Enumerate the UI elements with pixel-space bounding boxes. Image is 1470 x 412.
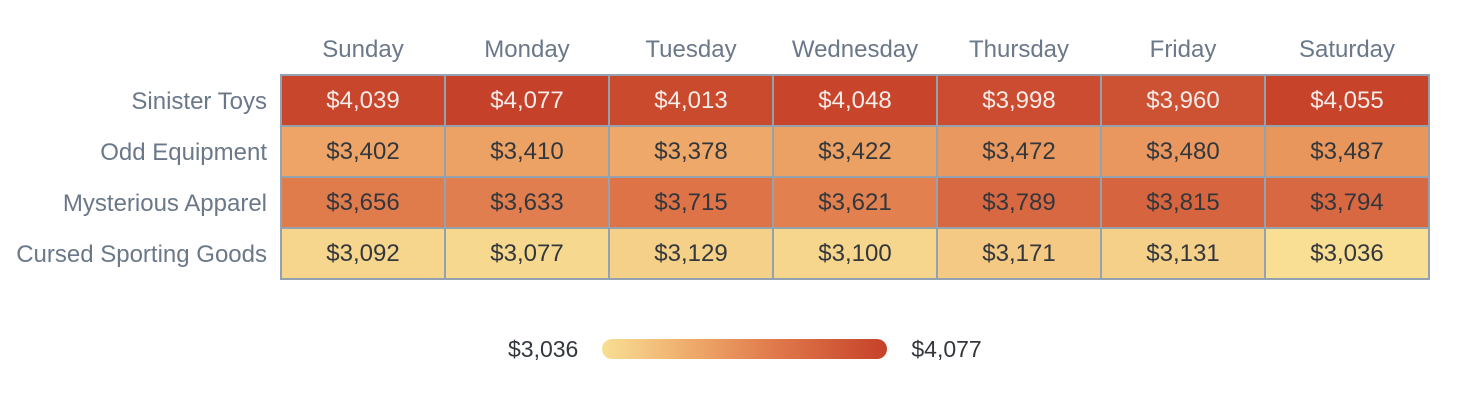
heatmap-cell: $4,039 — [280, 74, 446, 127]
heatmap-cell: $3,621 — [772, 176, 938, 229]
heatmap-table: $4,039 $4,077 $4,013 $4,048 $3,998 $3,960 $4,0… — [280, 74, 1430, 280]
legend-min-label: $3,036 — [508, 335, 579, 362]
heatmap-row: $3,656 $3,633 $3,715 $3,621 $3,789 $3,815 $3,7… — [280, 176, 1430, 229]
column-header: Thursday — [968, 36, 1070, 63]
heatmap-cell: $3,402 — [280, 125, 446, 178]
heatmap-cell: $4,048 — [772, 74, 938, 127]
heatmap-row: $4,039 $4,077 $4,013 $4,048 $3,998 $3,960 $4,0… — [280, 74, 1430, 127]
heatmap-cell: $3,100 — [772, 227, 938, 280]
heatmap-cell: $3,487 — [1264, 125, 1430, 178]
heatmap-cell: $3,131 — [1100, 227, 1266, 280]
heatmap-cell: $3,036 — [1264, 227, 1430, 280]
column-header: Tuesday — [645, 36, 737, 63]
row-label: Sinister Toys — [131, 87, 267, 115]
color-scale-legend: $3,036 $4,077 — [508, 334, 982, 364]
heatmap-cell: $3,129 — [608, 227, 774, 280]
column-headers: Sunday Monday Tuesday Wednesday Thursday Frid… — [281, 0, 1429, 75]
legend-max-label: $4,077 — [911, 335, 982, 362]
column-header: Monday — [484, 36, 570, 63]
heatmap-cell: $3,960 — [1100, 74, 1266, 127]
heatmap-cell: $3,789 — [936, 176, 1102, 229]
heatmap-row: $3,402 $3,410 $3,378 $3,422 $3,472 $3,480 $3,4… — [280, 125, 1430, 178]
legend-gradient-bar — [602, 339, 888, 359]
heatmap-cell: $3,656 — [280, 176, 446, 229]
column-header: Friday — [1149, 36, 1217, 63]
heatmap-cell: $3,815 — [1100, 176, 1266, 229]
heatmap-cell: $3,378 — [608, 125, 774, 178]
heatmap-cell: $3,092 — [280, 227, 446, 280]
heatmap-cell: $4,077 — [444, 74, 610, 127]
row-label: Odd Equipment — [100, 138, 267, 166]
heatmap-cell: $3,633 — [444, 176, 610, 229]
heatmap-cell: $3,410 — [444, 125, 610, 178]
heatmap-cell: $3,480 — [1100, 125, 1266, 178]
heatmap-cell: $3,998 — [936, 74, 1102, 127]
heatmap-cell: $4,055 — [1264, 74, 1430, 127]
row-labels: Sinister Toys Odd Equipment Mysterious App… — [0, 76, 267, 280]
heatmap-cell: $3,794 — [1264, 176, 1430, 229]
column-header: Saturday — [1298, 36, 1396, 63]
heatmap-row: $3,092 $3,077 $3,129 $3,100 $3,171 $3,131 $3,0… — [280, 227, 1430, 280]
column-header: Wednesday — [791, 36, 919, 63]
heatmap-cell: $3,472 — [936, 125, 1102, 178]
row-label: Mysterious Apparel — [62, 189, 267, 217]
heatmap-cell: $3,422 — [772, 125, 938, 178]
heatmap-body: $4,039 $4,077 $4,013 $4,048 $3,998 $3,960 $4,0… — [280, 74, 1430, 280]
heatmap-cell: $3,715 — [608, 176, 774, 229]
heatmap-cell: $3,077 — [444, 227, 610, 280]
heatmap-cell: $4,013 — [608, 74, 774, 127]
column-header: Sunday — [322, 36, 404, 63]
heatmap-cell: $3,171 — [936, 227, 1102, 280]
row-label: Cursed Sporting Goods — [16, 240, 267, 268]
